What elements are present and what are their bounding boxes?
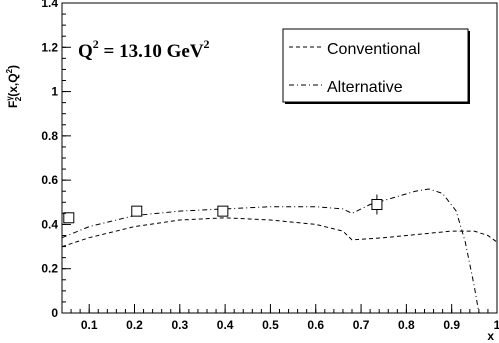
x-tick-label: 0.3 xyxy=(171,318,188,332)
y-tick-label: 1 xyxy=(51,85,58,99)
x-tick-label: 0.5 xyxy=(262,318,279,332)
data-point xyxy=(63,212,75,224)
data-point xyxy=(217,205,229,217)
x-tick-label: 0.6 xyxy=(307,318,324,332)
x-tick-label: 0.7 xyxy=(353,318,370,332)
x-axis-title: x xyxy=(487,329,494,343)
series-line-alternative xyxy=(62,188,480,313)
legend-label-conventional: Conventional xyxy=(327,41,420,58)
y-tick-label: 0.2 xyxy=(41,262,58,276)
data-point xyxy=(371,199,383,210)
x-tick-label: 1 xyxy=(494,318,499,332)
y-tick-label: 0.4 xyxy=(41,217,58,231)
x-tick-label: 0.9 xyxy=(443,318,460,332)
y-tick-label: 1.4 xyxy=(41,0,58,10)
series-line-conventional xyxy=(62,217,497,248)
legend-label-alternative: Alternative xyxy=(327,79,403,96)
y-axis-title: Fγ2(x,Q2) xyxy=(5,65,23,108)
x-tick-label: 0.4 xyxy=(217,318,234,332)
x-tick-label: 0.2 xyxy=(126,318,143,332)
y-tick-label: 0 xyxy=(51,306,58,320)
q2-annotation: Q2 = 13.10 GeV2 xyxy=(78,37,210,62)
data-point xyxy=(131,205,143,217)
y-tick-label: 0.8 xyxy=(41,129,58,143)
x-tick-label: 0.8 xyxy=(398,318,415,332)
x-tick-label: 0.1 xyxy=(81,318,98,332)
y-tick-label: 1.2 xyxy=(41,40,58,54)
legend-box xyxy=(282,28,469,103)
y-tick-label: 0.6 xyxy=(41,173,58,187)
